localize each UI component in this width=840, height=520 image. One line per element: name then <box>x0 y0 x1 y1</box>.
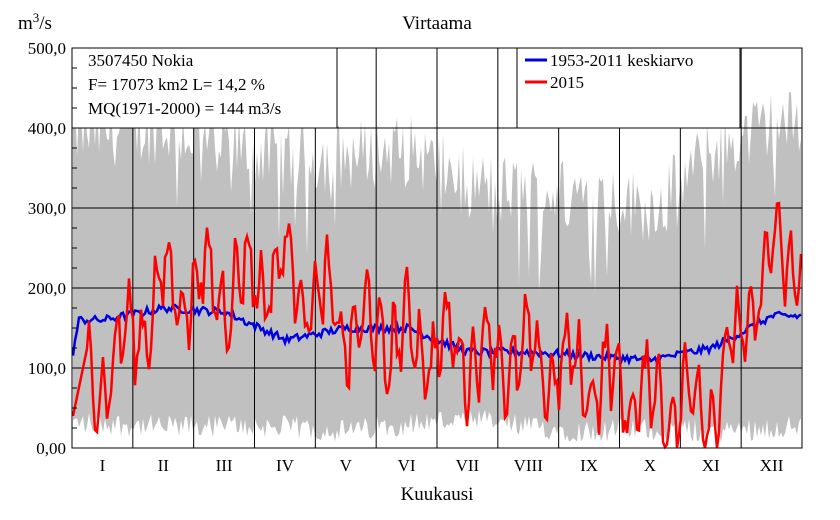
legend-label-mean: 1953-2011 keskiarvo <box>550 51 693 70</box>
legend-label-2015: 2015 <box>550 73 584 92</box>
y-axis-label: m3/s <box>18 10 52 34</box>
series-layer <box>71 201 803 450</box>
x-axis-ticks: I II III IV V VI VII VIII IX X XI XII <box>100 456 784 475</box>
y-tick-label: 300,0 <box>28 199 66 218</box>
x-tick-label: IV <box>276 456 295 475</box>
x-tick-label: XI <box>702 456 720 475</box>
y-tick-label: 400,0 <box>28 119 66 138</box>
y-tick-label: 100,0 <box>28 359 66 378</box>
y-axis-ticks: 0,00 100,0 200,0 300,0 400,0 500,0 <box>28 39 77 458</box>
info-mean-flow: MQ(1971-2000) = 144 m3/s <box>88 99 281 118</box>
y-unit-rest: /s <box>39 13 52 34</box>
series-line-2015 <box>71 201 803 450</box>
legend-box <box>516 47 741 129</box>
y-tick-label: 200,0 <box>28 279 66 298</box>
x-tick-label: X <box>644 456 656 475</box>
y-tick-label: 500,0 <box>28 39 66 58</box>
info-station: 3507450 Nokia <box>88 51 194 70</box>
x-tick-label: XII <box>760 456 784 475</box>
y-unit-base: m <box>18 13 33 34</box>
x-tick-label: II <box>158 456 170 475</box>
info-area: F= 17073 km2 L= 14,2 % <box>88 75 265 94</box>
x-tick-label: V <box>340 456 353 475</box>
x-tick-label: VII <box>456 456 480 475</box>
x-tick-label: VI <box>398 456 416 475</box>
x-tick-label: IX <box>580 456 598 475</box>
y-tick-label: 0,00 <box>36 439 66 458</box>
chart-title: Virtaama <box>402 13 472 34</box>
x-tick-label: I <box>100 456 106 475</box>
x-tick-label: VIII <box>514 456 544 475</box>
x-tick-label: III <box>216 456 233 475</box>
x-axis-title: Kuukausi <box>401 484 474 505</box>
info-box <box>71 47 338 129</box>
y-unit-exponent: 3 <box>33 10 40 25</box>
